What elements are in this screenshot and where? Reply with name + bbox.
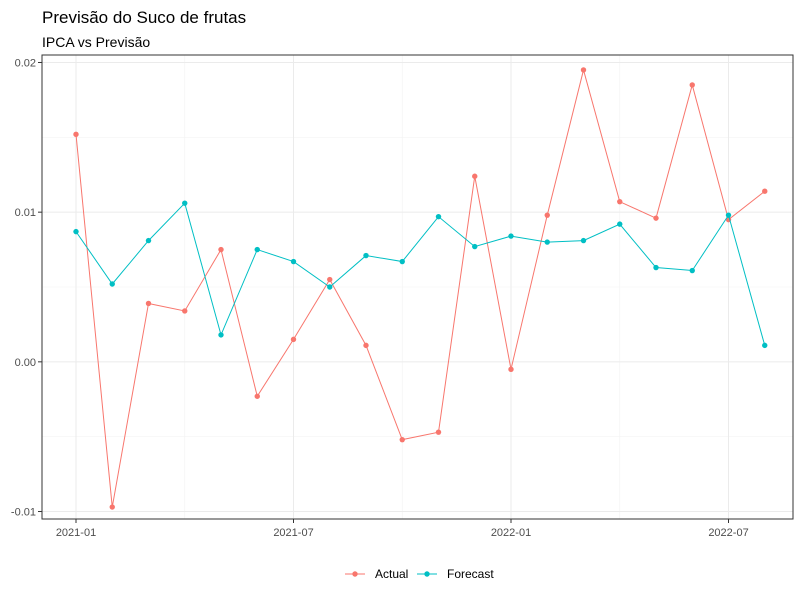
point-forecast: [653, 264, 659, 271]
point-actual: [472, 173, 478, 179]
point-actual: [544, 212, 550, 218]
point-actual: [508, 366, 514, 373]
panel-border: [41, 54, 794, 520]
point-forecast: [73, 228, 79, 235]
axis-ticks: -0.01 0.00 0.01 0.02 2021-01 2021-07 2022-01 20…: [11, 57, 749, 539]
x-tick-label: 2022-07: [708, 527, 748, 539]
point-actual: [399, 436, 405, 443]
y-tick-label: 0.02: [15, 57, 36, 69]
point-forecast: [435, 213, 442, 220]
point-forecast: [399, 258, 405, 265]
grid-minor: [42, 55, 793, 519]
legend-label-actual: Actual: [375, 567, 408, 581]
point-actual: [218, 246, 224, 253]
y-tick-label: 0.00: [15, 357, 36, 369]
point-forecast: [145, 237, 152, 244]
series-layer: [73, 67, 768, 510]
series-line-actual: [75, 67, 766, 508]
point-actual: [435, 429, 442, 435]
point-forecast: [327, 284, 333, 290]
y-tick-label: -0.01: [11, 507, 36, 519]
point-actual: [327, 276, 333, 283]
chart-subtitle: IPCA vs Previsão: [42, 34, 150, 50]
legend: Actual Forecast: [345, 567, 494, 581]
point-actual: [363, 342, 369, 349]
point-actual: [109, 504, 115, 510]
point-forecast: [544, 239, 550, 245]
x-tick-label: 2021-01: [56, 527, 96, 539]
chart-title: Previsão do Suco de frutas: [42, 8, 246, 27]
point-forecast: [290, 258, 297, 265]
point-forecast: [508, 233, 514, 239]
point-actual: [689, 82, 695, 88]
point-forecast: [762, 342, 768, 349]
y-tick-label: 0.01: [15, 207, 36, 219]
point-forecast: [689, 267, 695, 274]
point-forecast: [182, 200, 188, 206]
point-actual: [182, 308, 188, 314]
point-actual: [580, 67, 587, 73]
point-forecast: [472, 243, 478, 250]
point-actual: [762, 188, 768, 194]
point-actual: [290, 336, 297, 343]
point-actual: [653, 215, 659, 221]
series-line-forecast: [75, 202, 766, 346]
point-actual: [145, 300, 152, 307]
point-forecast: [254, 246, 260, 253]
point-actual: [73, 131, 79, 138]
legend-label-forecast: Forecast: [447, 567, 494, 581]
x-tick-label: 2021-07: [273, 527, 313, 539]
point-forecast: [363, 252, 369, 259]
point-forecast: [617, 221, 623, 227]
point-actual: [617, 198, 623, 205]
point-forecast: [218, 332, 224, 338]
point-forecast: [109, 281, 115, 287]
point-actual: [254, 393, 260, 399]
x-tick-label: 2022-01: [491, 527, 531, 539]
point-forecast: [580, 237, 587, 244]
point-forecast: [725, 212, 732, 218]
legend-key-point-forecast: [424, 571, 430, 577]
legend-key-point-actual: [352, 571, 358, 577]
